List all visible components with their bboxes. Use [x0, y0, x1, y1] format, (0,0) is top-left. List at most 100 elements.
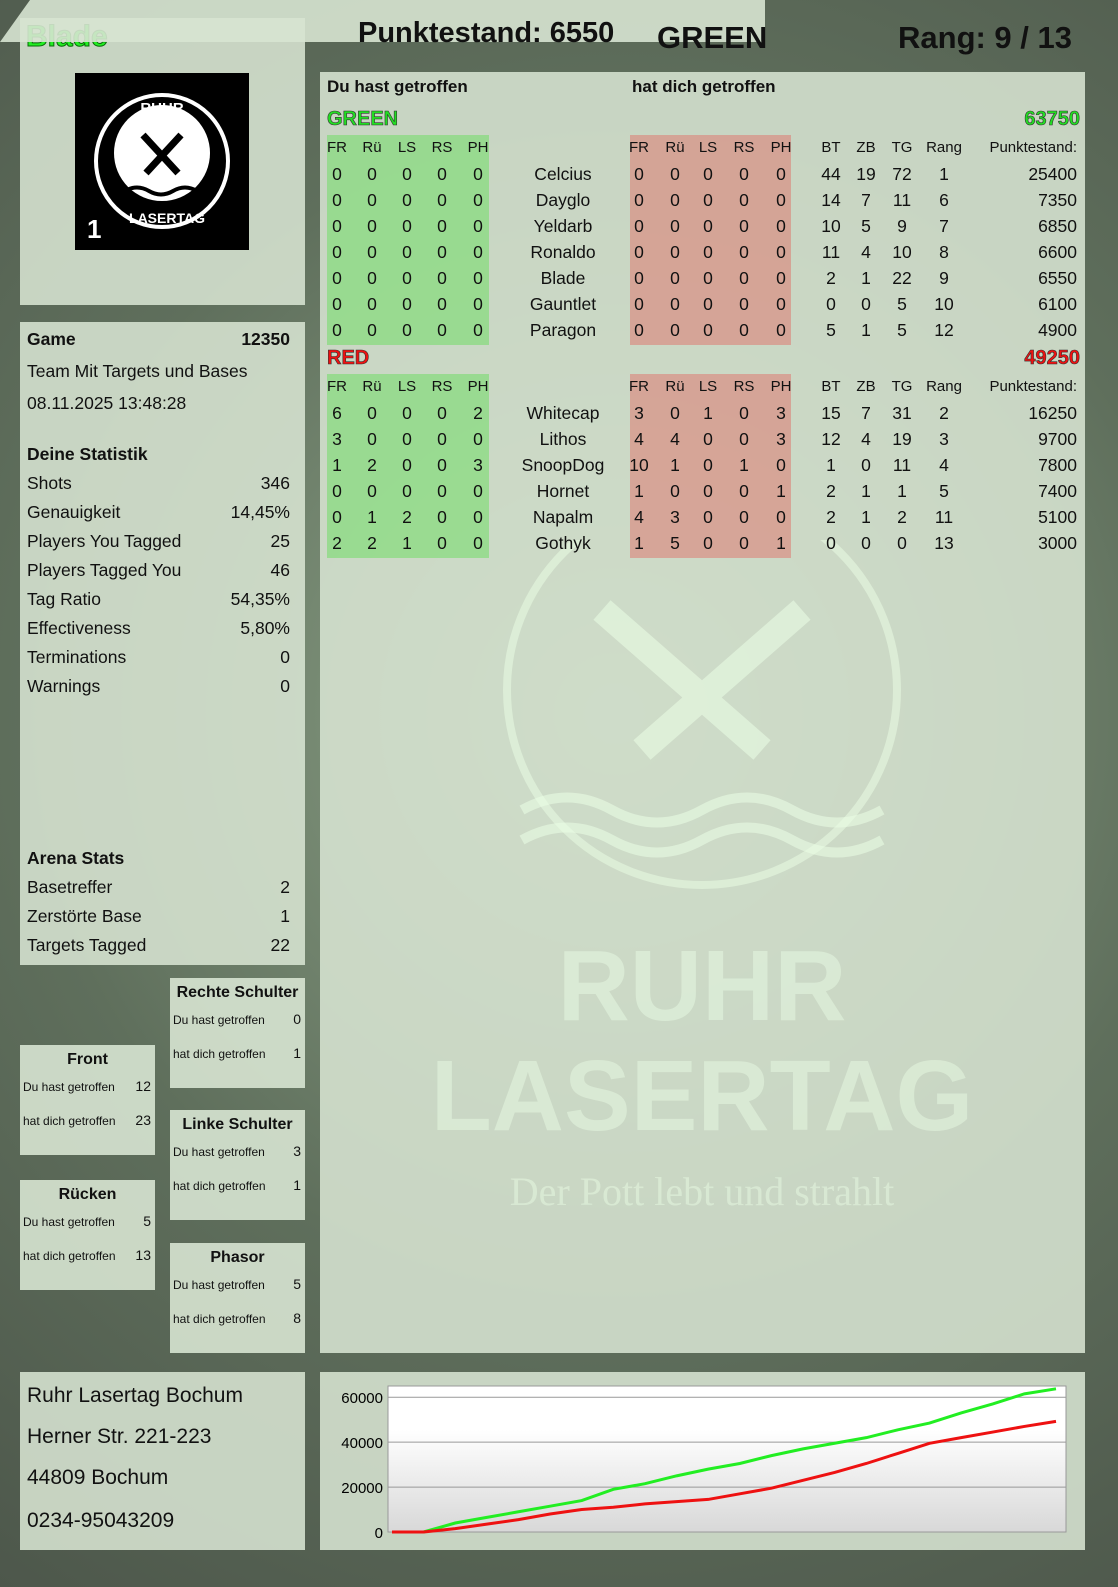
- stat-row: Terminations 0: [27, 647, 290, 668]
- you-hit-cell: 0: [367, 403, 377, 423]
- player-name-cell: Blade: [540, 268, 586, 288]
- player-name-cell: SnoopDog: [521, 455, 605, 475]
- you-hit-cell: 0: [473, 507, 483, 527]
- player-score-cell: 6100: [1038, 294, 1077, 314]
- player-stat-cell: 4: [861, 242, 871, 262]
- player-stat-cell: 3: [939, 429, 949, 449]
- col-header: TG: [891, 139, 913, 156]
- player-stat-cell: 22: [892, 268, 912, 288]
- player-stat-cell: 7: [861, 403, 871, 423]
- player-name-cell: Hornet: [536, 481, 590, 501]
- hit-you-cell: 0: [703, 164, 713, 184]
- player-stat-cell: 0: [861, 455, 871, 475]
- hit-you-cell: 0: [739, 216, 749, 236]
- zone-hit-value: 5: [143, 1213, 151, 1229]
- col-header: LS: [698, 139, 718, 156]
- svg-text:RUHR: RUHR: [140, 100, 183, 117]
- stat-value: 5,80%: [240, 618, 290, 638]
- you-hit-cell: 2: [367, 455, 377, 475]
- col-header: ZB: [856, 139, 876, 156]
- zone-got-label: hat dich getroffen: [23, 1114, 116, 1128]
- score-header: [0, 0, 765, 42]
- hit-you-cell: 3: [776, 429, 786, 449]
- hit-you-cell: 0: [739, 190, 749, 210]
- player-stat-cell: 19: [892, 429, 912, 449]
- you-hit-cell: 0: [473, 216, 483, 236]
- you-hit-cell: 0: [332, 164, 342, 184]
- zone-title: Phasor: [210, 1249, 265, 1266]
- arena-stat-label: Targets Tagged: [27, 935, 147, 955]
- arena-stat-label: Zerstörte Base: [27, 906, 142, 926]
- stat-label: Shots: [27, 473, 72, 493]
- zone-got-label: hat dich getroffen: [173, 1179, 266, 1193]
- zone-hit-value: 0: [293, 1011, 301, 1027]
- you-hit-cell: 3: [473, 455, 483, 475]
- you-hit-cell: 0: [437, 294, 447, 314]
- you-hit-cell: 1: [402, 533, 412, 553]
- you-hit-cell: 0: [402, 268, 412, 288]
- player-score-cell: 3000: [1038, 533, 1077, 553]
- player-score-cell: 7800: [1038, 455, 1077, 475]
- zone-title: Rücken: [58, 1186, 117, 1203]
- player-stat-cell: 7: [861, 190, 871, 210]
- you-hit-cell: 0: [402, 294, 412, 314]
- player-name-cell: Celcius: [534, 164, 592, 184]
- hit-you-cell: 0: [776, 455, 786, 475]
- you-hit-cell: 0: [367, 190, 377, 210]
- col-header: Rang: [926, 139, 962, 156]
- hit-you-cell: 1: [634, 481, 644, 501]
- hit-you-cell: 0: [703, 507, 713, 527]
- col-header: RS: [733, 139, 755, 156]
- player-stat-cell: 2: [897, 507, 907, 527]
- you-hit-cell: 0: [402, 216, 412, 236]
- you-hit-cell: 1: [332, 455, 342, 475]
- arena-stat-row: Basetreffer 2: [27, 877, 290, 898]
- player-name-cell: Dayglo: [535, 190, 591, 210]
- game-number: 12350: [241, 329, 290, 349]
- col-header: ZB: [856, 378, 876, 395]
- hit-you-cell: 1: [776, 481, 786, 501]
- hit-zone-front: Front Du hast getroffen 12 hat dich getroff…: [20, 1045, 155, 1155]
- player-stat-cell: 0: [861, 533, 871, 553]
- you-hit-cell: 0: [437, 481, 447, 501]
- player-name-cell: Paragon: [529, 320, 597, 340]
- stat-row: Shots 346: [27, 473, 290, 494]
- col-header: Punktestand:: [989, 378, 1077, 395]
- hit-you-cell: 0: [703, 320, 713, 340]
- svg-text:LASERTAG: LASERTAG: [129, 210, 205, 226]
- you-hit-cell: 0: [402, 242, 412, 262]
- col-header: FR: [629, 378, 649, 395]
- you-hit-cell: 0: [367, 320, 377, 340]
- hit-you-cell: 1: [739, 455, 749, 475]
- stat-label: Warnings: [27, 676, 101, 696]
- player-stat-cell: 5: [897, 294, 907, 314]
- plot-area: [387, 1385, 1067, 1533]
- hit-you-cell: 1: [703, 403, 713, 423]
- you-hit-cell: 0: [332, 507, 342, 527]
- zone-hit-value: 12: [135, 1078, 151, 1094]
- player-stat-cell: 12: [934, 320, 954, 340]
- arena-title: Arena Stats: [27, 848, 290, 869]
- stat-label: Effectiveness: [27, 618, 131, 638]
- player-score-cell: 4900: [1038, 320, 1077, 340]
- player-score-cell: 9700: [1038, 429, 1077, 449]
- player-stat-cell: 15: [821, 403, 841, 423]
- player-stat-cell: 11: [892, 455, 912, 475]
- zone-got-value: 23: [135, 1112, 151, 1128]
- stat-row: Players You Tagged 25: [27, 531, 290, 552]
- col-header: Rang: [926, 378, 962, 395]
- hit-you-cell: 0: [776, 268, 786, 288]
- arena-title-text: Arena Stats: [27, 848, 125, 868]
- you-hit-heading: Du hast getroffen: [327, 77, 468, 96]
- team-score: 63750: [1024, 108, 1080, 131]
- stats-panel: [20, 322, 305, 965]
- hit-you-cell: 0: [703, 190, 713, 210]
- hit-you-cell: 0: [776, 216, 786, 236]
- you-hit-cell: 0: [402, 429, 412, 449]
- player-stat-cell: 12: [821, 429, 841, 449]
- hit-you-cell: 0: [739, 242, 749, 262]
- hit-you-block: [630, 135, 791, 345]
- you-hit-cell: 0: [367, 164, 377, 184]
- you-hit-cell: 0: [332, 190, 342, 210]
- player-score: Punktestand: 6550: [358, 17, 615, 49]
